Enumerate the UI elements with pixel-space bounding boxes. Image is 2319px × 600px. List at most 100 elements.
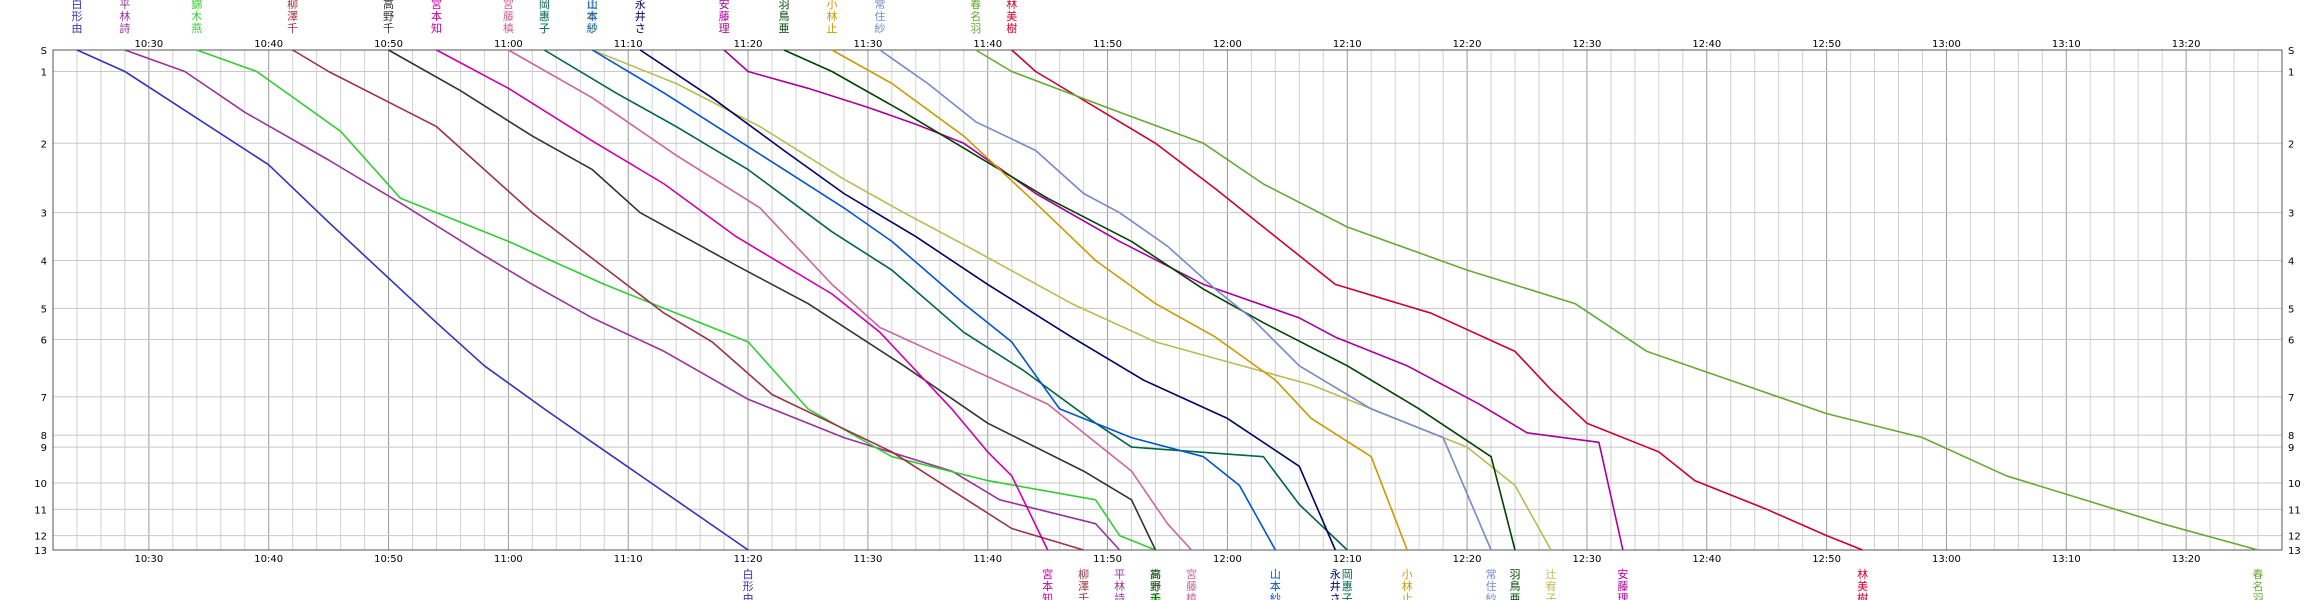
- series-label-top-char: 紗: [587, 22, 598, 35]
- series-label-top-char: 形: [71, 10, 82, 23]
- series-label-bottom-char: 美: [1857, 580, 1868, 593]
- y-tick-label-right: 5: [2288, 304, 2294, 315]
- x-tick-label-top: 11:20: [734, 39, 763, 50]
- series-label-top-char: 錦: [191, 0, 202, 11]
- grid: [52, 49, 2283, 551]
- series-label-top-char: 宮: [431, 0, 442, 11]
- series-label-bottom-char: 永: [1330, 567, 1341, 581]
- series-label-bottom-char: 小: [1402, 568, 1413, 581]
- series-label-bottom: 山本紗: [1270, 568, 1281, 600]
- series-label-top: 山本紗: [587, 0, 598, 35]
- series-line: [975, 49, 2259, 551]
- series-label-top: 柳澤千: [287, 0, 298, 35]
- x-axis: 10:30 10:30 10:40 10:40 10:50 10:50 11:00 11:00…: [134, 39, 2200, 565]
- series-line: [783, 49, 1516, 551]
- series-label-bottom: 宮藤槙: [1186, 567, 1197, 600]
- series-label-top-char: 宮: [503, 0, 514, 11]
- series-label-bottom-char: 山: [1270, 568, 1281, 581]
- y-tick-label-left: 6: [41, 335, 47, 346]
- series-line: [508, 49, 1193, 551]
- x-tick-label-bottom: 10:40: [254, 554, 283, 565]
- series-label-bottom-char: 柳: [1078, 567, 1089, 581]
- series-label-bottom-char: 惠: [1342, 579, 1353, 593]
- series-label-top-char: 樹: [1006, 22, 1017, 35]
- x-tick-label-bottom: 11:30: [853, 554, 882, 565]
- series-label-top: 宮本知: [431, 0, 442, 35]
- series-line: [591, 49, 1277, 551]
- series-line: [723, 49, 1624, 551]
- series-label-top: 白形由: [71, 0, 82, 35]
- x-tick-label-bottom: 12:50: [1812, 554, 1841, 565]
- y-tick-label-left: 2: [41, 139, 47, 150]
- y-tick-label-left: S: [41, 46, 47, 57]
- y-tick-label-right: 13: [2288, 546, 2301, 557]
- series-label-top-char: 千: [287, 22, 298, 35]
- series-label-bottom: 柳澤千: [1078, 567, 1089, 600]
- series-label-bottom-char: 平: [1114, 568, 1125, 581]
- x-tick-label-bottom: 11:00: [494, 554, 523, 565]
- x-tick-label-top: 11:40: [973, 39, 1002, 50]
- x-tick-label-bottom: 13:20: [2172, 554, 2201, 565]
- series-line: [196, 49, 1156, 551]
- x-tick-label-top: 10:30: [134, 39, 163, 50]
- series-label-top-char: 本: [431, 9, 442, 23]
- series-label-bottom-char: 藤: [1617, 580, 1628, 593]
- series-line: [592, 49, 1552, 551]
- series-label-bottom-char: 岡: [1342, 568, 1353, 581]
- runner-labels: 白形由白形由平林詩平林詩錦木燕錦木燕柳澤千柳澤千高野千高野千宮本知宮本知宮藤槙宮…: [71, 0, 2263, 600]
- series-label-bottom: 高野千: [1150, 567, 1161, 600]
- series-label-bottom-char: 野: [1150, 580, 1161, 593]
- series-label-top-char: 槙: [503, 21, 514, 35]
- series-label-bottom: 平林詩: [1114, 568, 1125, 600]
- x-tick-label-top: 10:40: [254, 39, 283, 50]
- series-label-bottom-char: 林: [1402, 579, 1413, 593]
- plot-frame: [52, 49, 2283, 551]
- series-label-top-char: 由: [71, 21, 82, 35]
- x-tick-label-top: 12:10: [1333, 39, 1362, 50]
- x-tick-label-bottom: 11:50: [1093, 554, 1122, 565]
- series-label-bottom-char: 名: [2253, 579, 2264, 593]
- y-tick-label-right: 10: [2288, 479, 2301, 490]
- series-line: [388, 49, 1157, 551]
- x-tick-label-bottom: 12:10: [1333, 554, 1362, 565]
- y-tick-label-right: 4: [2288, 257, 2294, 268]
- series-label-bottom-char: 住: [1486, 579, 1497, 593]
- y-tick-label-right: 8: [2288, 431, 2294, 442]
- series-label-top-char: 亜: [779, 22, 790, 35]
- y-tick-label-right: 9: [2288, 443, 2294, 454]
- series-label-top-char: 紗: [874, 22, 885, 35]
- series-label-top-char: 平: [119, 0, 130, 11]
- series-label-bottom-char: 槙: [1186, 591, 1197, 600]
- series-line: [76, 49, 749, 551]
- y-tick-label-right: S: [2288, 46, 2294, 57]
- series-label-top-char: 小: [826, 0, 837, 11]
- series-label-top-char: 柳: [287, 0, 298, 11]
- y-tick-label-right: 1: [2288, 68, 2294, 79]
- series-label-top-char: 羽: [970, 22, 981, 35]
- series-label-top-char: 永: [635, 0, 646, 11]
- series-label-top-char: 岡: [539, 0, 550, 11]
- series-label-bottom-char: 理: [1617, 592, 1628, 600]
- series-label-top: 錦木燕: [191, 0, 202, 35]
- series-label-top: 辻宥子: [587, 0, 598, 35]
- series-label-bottom-char: 澤: [1078, 580, 1089, 593]
- series-label-bottom-char: 子: [1342, 592, 1353, 600]
- series-label-bottom-char: 千: [1150, 592, 1161, 600]
- series-line: [1011, 49, 1863, 551]
- series-label-bottom-char: 安: [1617, 567, 1628, 581]
- series-label-top-char: 白: [71, 0, 82, 11]
- series-label-top-char: 住: [874, 9, 885, 23]
- x-tick-label-bottom: 13:00: [1932, 554, 1961, 565]
- series-label-top-char: 山: [587, 0, 598, 11]
- series-label-top-char: 千: [383, 22, 394, 35]
- series-label-bottom-char: 井: [1330, 579, 1341, 593]
- y-tick-label-left: 11: [34, 505, 47, 516]
- series-label-bottom: 小林止: [1402, 568, 1413, 600]
- series-label-top-char: 林: [1006, 0, 1017, 11]
- series-label-bottom-char: 詩: [1114, 592, 1125, 600]
- series-label-bottom-char: 高: [1150, 567, 1161, 581]
- series-line: [292, 49, 1084, 551]
- y-tick-label-left: 12: [34, 532, 47, 543]
- series-label-bottom-char: 辻: [1545, 567, 1556, 581]
- x-tick-label-top: 11:00: [494, 39, 523, 50]
